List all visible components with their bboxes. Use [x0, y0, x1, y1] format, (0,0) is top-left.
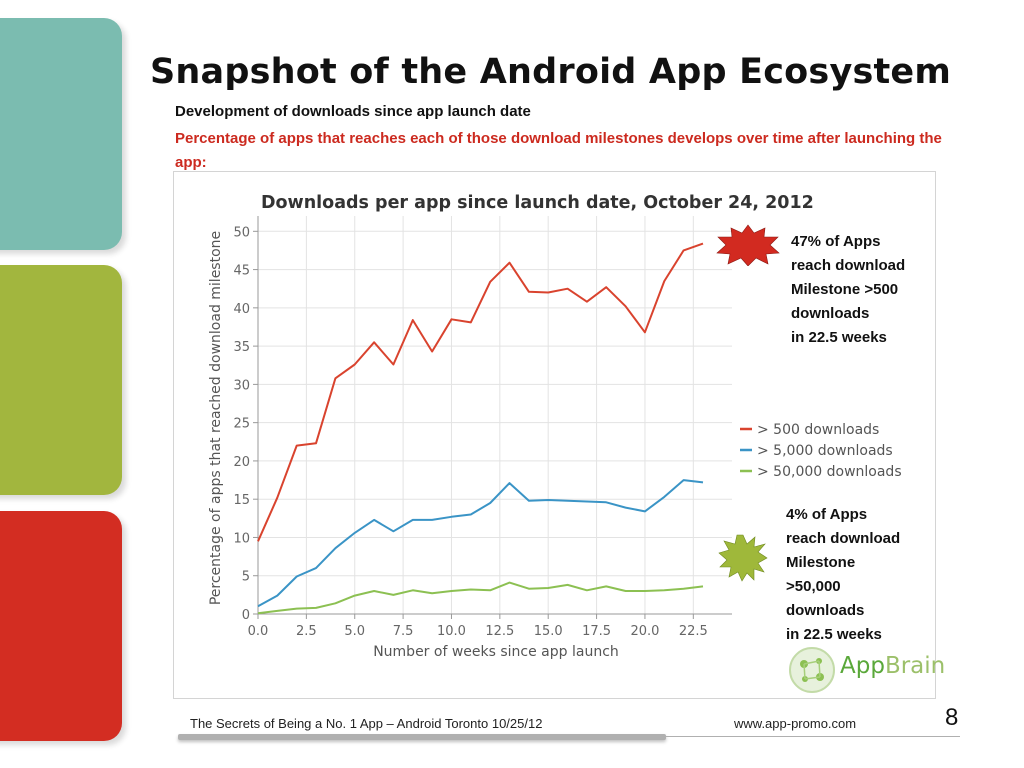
red-side-tab: [0, 511, 122, 741]
chart-axes: 0 5 10 15 20 25 30 35 40 45 50 0.0 2.5 5.0 7.5 10.0 12.5…: [233, 216, 732, 639]
series-line-1: [257, 242, 704, 542]
y-tick-label: 25: [233, 417, 250, 432]
x-tick-label: 0.0: [248, 624, 269, 639]
y-tick-label: 0: [242, 608, 250, 623]
y-tick-label: 30: [233, 378, 250, 393]
y-tick-label: 5: [242, 570, 250, 585]
y-tick-label: 40: [233, 302, 250, 317]
x-axis-label: Number of weeks since app launch: [373, 644, 619, 660]
y-tick-label: 10: [233, 531, 250, 546]
green-starburst-icon: [718, 534, 768, 582]
x-tick-label: 17.5: [582, 624, 611, 639]
line-chart: Downloads per app since launch date, Oct…: [208, 193, 902, 660]
footer-title: The Secrets of Being a No. 1 App – Andro…: [190, 716, 543, 731]
y-tick-label: 50: [233, 225, 250, 240]
teal-side-tab: [0, 18, 122, 250]
slide-subtitle: Development of downloads since app launc…: [175, 103, 531, 120]
x-tick-label: 5.0: [344, 624, 365, 639]
y-tick-label: 35: [233, 340, 250, 355]
footer-bar: [178, 734, 666, 740]
y-tick-label: 45: [233, 264, 250, 279]
y-tick-label: 20: [233, 455, 250, 470]
x-tick-label: 10.0: [437, 624, 466, 639]
x-tick-label: 22.5: [679, 624, 708, 639]
appbrain-logo-text: AppBrain: [840, 653, 946, 679]
chart-legend: > 500 downloads > 5,000 downloads > 50,000…: [740, 422, 902, 480]
chart-panel: Downloads per app since launch date, Oct…: [173, 171, 936, 699]
x-tick-label: 2.5: [296, 624, 317, 639]
appbrain-logo-icon: [789, 647, 835, 693]
y-axis-label: Percentage of apps that reached download…: [208, 231, 224, 605]
x-tick-label: 20.0: [630, 624, 659, 639]
x-tick-label: 12.5: [485, 624, 514, 639]
footer-url: www.app-promo.com: [734, 716, 857, 731]
red-starburst-icon: [716, 224, 780, 266]
legend-label-2: > 5,000 downloads: [757, 443, 893, 459]
page-number: 8: [945, 704, 959, 731]
chart-series: [257, 242, 704, 615]
slide-title: Snapshot of the Android App Ecosystem: [150, 52, 952, 92]
legend-label-3: > 50,000 downloads: [757, 464, 902, 480]
legend-label-1: > 500 downloads: [757, 422, 879, 438]
slide-subtitle-highlight: Percentage of apps that reaches each of …: [175, 130, 942, 171]
x-tick-label: 7.5: [393, 624, 414, 639]
footer-line: [666, 736, 960, 737]
series-line-2: [257, 479, 704, 608]
y-tick-label: 15: [233, 493, 250, 508]
callout-50000-downloads: 4% of Apps reach download Milestone >50,…: [786, 506, 901, 643]
callout-500-downloads: 47% of Apps reach download Milestone >50…: [791, 233, 906, 346]
series-line-3: [257, 581, 704, 615]
chart-title: Downloads per app since launch date, Oct…: [261, 193, 814, 213]
x-tick-label: 15.0: [534, 624, 563, 639]
green-side-tab: [0, 265, 122, 495]
